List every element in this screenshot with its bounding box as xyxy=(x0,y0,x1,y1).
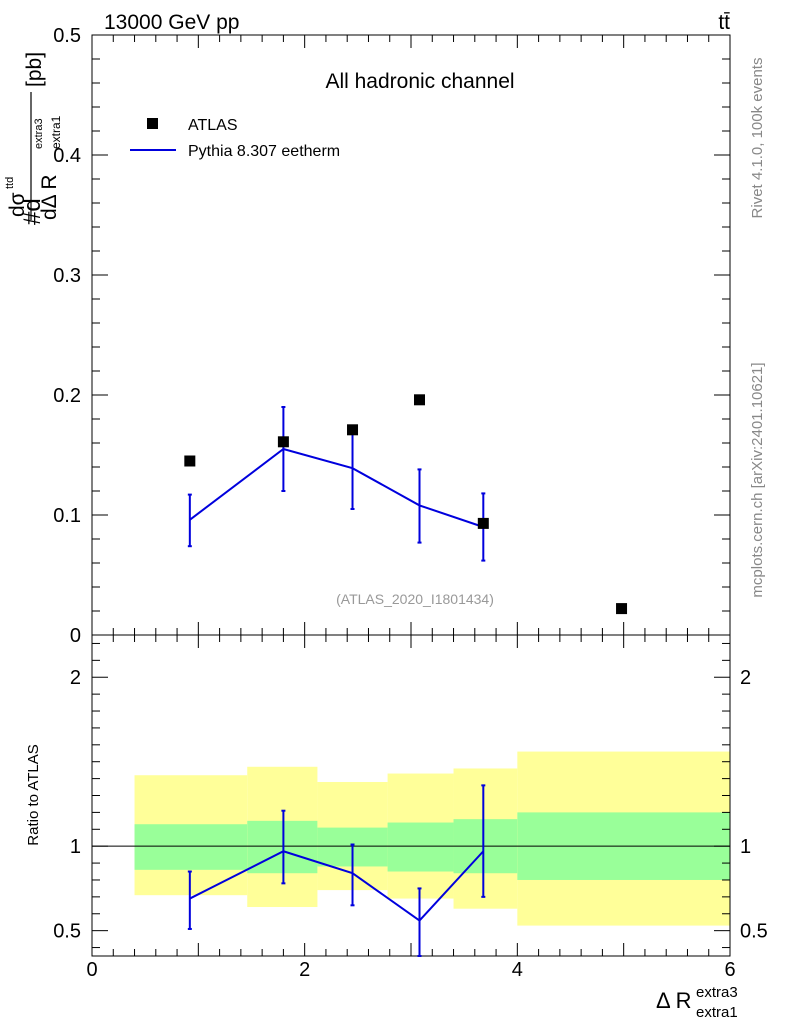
ylabel-hash-d: #d xyxy=(19,198,46,225)
ylabel-ddeltar: dΔ R xyxy=(38,174,61,220)
ratio-inner-band-1 xyxy=(247,820,318,874)
chart-title: All hadronic channel xyxy=(325,70,514,93)
ylabel-unit: [pb] xyxy=(23,52,46,87)
ratio-inner-band-0 xyxy=(134,824,248,870)
ratio-uncertainty-bands xyxy=(134,751,730,926)
ylabel-sup: extra3 xyxy=(33,118,45,149)
x-axis-label: Δ R extra1 extra3 xyxy=(656,984,738,1021)
mcplots-info: mcplots.cern.ch [arXiv:2401.10621] xyxy=(749,362,766,597)
legend-mc-label: Pythia 8.307 eetherm xyxy=(188,143,340,160)
atlas-data-point xyxy=(347,424,359,436)
atlas-data-point xyxy=(477,517,489,529)
main-y-tick-label: 0.4 xyxy=(53,145,81,167)
ratio-y-tick-label-right: 0.5 xyxy=(740,921,768,943)
atlas-data-point xyxy=(184,455,196,467)
axis-tick-labels: 0 2 4 6 0 0.1 0.2 0.3 0.4 0.5 0.5 0.5 1 1 2 2 xyxy=(53,25,768,981)
process-label: tt̄ xyxy=(718,11,730,34)
legend-atlas-label: ATLAS xyxy=(188,117,238,134)
main-ylabel: #d dσ ttd dΔ R extra1 extra3 [pb] xyxy=(4,52,63,225)
xlabel-sub: extra1 xyxy=(696,1004,738,1021)
main-y-tick-label: 0.5 xyxy=(53,25,81,47)
ratio-inner-band-3 xyxy=(387,822,454,872)
ratio-y-tick-label-left: 0.5 xyxy=(53,921,81,943)
atlas-data-point xyxy=(616,603,628,615)
atlas-data-point xyxy=(277,436,289,448)
ylabel-sigma-sup: ttd xyxy=(4,177,16,189)
main-y-tick-label: 0.2 xyxy=(53,385,81,407)
axis-ticks xyxy=(91,34,731,956)
ratio-y-tick-label-left: 1 xyxy=(70,836,81,858)
ylabel-dsigma: dσ xyxy=(6,192,29,217)
ratio-plot-marks xyxy=(187,784,486,957)
ratio-y-tick-label-left: 2 xyxy=(70,667,81,689)
xlabel-main: Δ R xyxy=(656,988,691,1013)
energy-label: 13000 GeV pp xyxy=(104,11,239,34)
ratio-ylabel: Ratio to ATLAS xyxy=(25,744,42,845)
atlas-data-point xyxy=(414,394,426,406)
analysis-watermark: (ATLAS_2020_I1801434) xyxy=(336,591,494,607)
x-tick-label: 0 xyxy=(86,959,97,981)
main-y-tick-label: 0.3 xyxy=(53,265,81,287)
xlabel-sup: extra3 xyxy=(696,984,738,1001)
main-y-tick-label: 0 xyxy=(70,625,81,647)
mc-curve xyxy=(189,447,484,528)
legend-atlas-marker xyxy=(147,118,158,129)
ratio-y-tick-label-right: 2 xyxy=(740,667,751,689)
rivet-info: Rivet 4.1.0, 100k events xyxy=(749,58,766,219)
x-tick-label: 6 xyxy=(724,959,735,981)
ylabel-sub: extra1 xyxy=(49,115,63,149)
main-plot-marks xyxy=(184,394,628,615)
x-tick-label: 2 xyxy=(299,959,310,981)
main-y-tick-label: 0.1 xyxy=(53,505,81,527)
legend: ATLAS Pythia 8.307 eetherm xyxy=(130,117,340,160)
ratio-y-tick-label-right: 1 xyxy=(740,836,751,858)
x-tick-label: 4 xyxy=(512,959,523,981)
